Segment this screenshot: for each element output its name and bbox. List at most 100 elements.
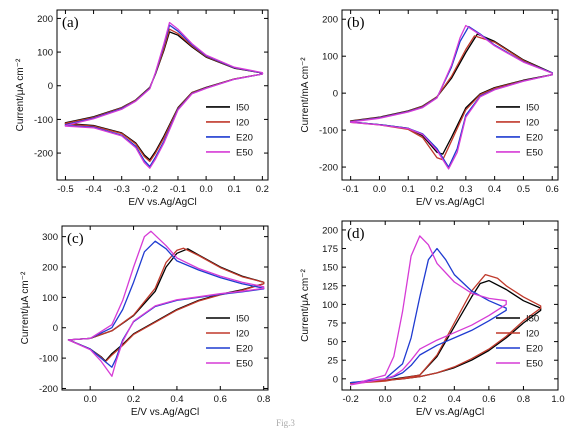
series-line-e50 (349, 24, 553, 170)
y-tick-label: -100 (319, 126, 338, 137)
panel-label: (a) (62, 15, 79, 31)
legend-label-e50: E50 (236, 147, 253, 158)
x-tick-label: 0.3 (459, 184, 472, 195)
x-tick-label: 0.0 (199, 184, 212, 195)
y-tick-label: -200 (319, 163, 338, 174)
x-axis-title: E/V vs.Ag/AgCl (128, 197, 196, 208)
legend-label-i20: I20 (526, 329, 539, 340)
legend: I50 I20 E20 E50 (206, 102, 253, 158)
legend-label-e50: E50 (236, 359, 253, 370)
legend-label-i50: I50 (526, 102, 539, 113)
series-group (67, 230, 265, 377)
y-axis-title: Current/mA cm⁻² (300, 57, 311, 133)
x-tick-label: 0.6 (214, 394, 227, 405)
chart-panel-1: -0.5 -0.4 -0.3 -0.2 -0.1 0.0 0.1 0.2 -200 -100 0 10… (15, 9, 269, 208)
series-line-e50 (67, 230, 265, 377)
legend: I50 I20 E20 E50 (496, 102, 543, 158)
x-tick-label: -0.3 (114, 184, 130, 195)
series-line-e20 (349, 247, 507, 384)
series-group (349, 24, 553, 170)
series-line-e50 (349, 235, 507, 386)
y-tick-label: 200 (322, 225, 338, 236)
legend-label-i20: I20 (236, 117, 249, 128)
y-tick-label: 100 (42, 293, 58, 304)
x-tick-label: 0.4 (488, 184, 501, 195)
x-tick-label: 0.2 (127, 394, 140, 405)
x-tick-label: 0.0 (373, 184, 386, 195)
panel-label: (c) (67, 231, 84, 247)
x-axis-title: E/V vs.Ag/AgCl (416, 407, 484, 418)
y-tick-label: 300 (42, 232, 58, 243)
y-tick-label: -100 (39, 354, 58, 365)
y-tick-label: 0 (333, 374, 338, 385)
y-tick-label: 0 (48, 81, 53, 92)
x-tick-label: 0.6 (482, 394, 495, 405)
chart-panel-2: -0.1 0.0 0.1 0.2 0.3 0.4 0.5 0.6 -200 -100 0 100 200… (300, 9, 559, 208)
y-axis-title: Current/μA cm⁻² (15, 58, 26, 131)
y-axis-title: Current/μA cm⁻² (300, 268, 311, 341)
x-tick-label: 0.8 (257, 394, 270, 405)
x-tick-label: 1.0 (551, 394, 564, 405)
legend-label-e20: E20 (236, 344, 253, 355)
series-line-e50 (64, 21, 264, 169)
plot-frame (61, 225, 269, 391)
legend-label-e20: E20 (526, 132, 543, 143)
panel-label: (b) (347, 15, 365, 31)
y-tick-label: 200 (322, 15, 338, 26)
y-tick-label: 50 (327, 337, 338, 348)
legend: I50 I20 E20 E50 (206, 314, 253, 370)
y-tick-label: -200 (39, 384, 58, 395)
plot-frame (341, 220, 559, 391)
x-tick-label: -0.1 (170, 184, 186, 195)
legend-label-i50: I50 (236, 102, 249, 113)
x-tick-label: 0.8 (517, 394, 530, 405)
legend-label-e20: E20 (526, 344, 543, 355)
legend-label-e50: E50 (526, 359, 543, 370)
x-axis-title: E/V vs.Ag/AgCl (416, 197, 484, 208)
y-tick-label: 200 (37, 14, 53, 25)
y-tick-label: 125 (322, 281, 338, 292)
figure-caption: Fig.3 (276, 418, 295, 428)
series-line-i20 (349, 35, 553, 161)
series-group (64, 21, 264, 169)
legend-label-i20: I20 (236, 329, 249, 340)
y-tick-label: 100 (322, 52, 338, 63)
series-line-i50 (349, 33, 553, 155)
series-line-e20 (349, 25, 553, 168)
legend-label-e20: E20 (236, 132, 253, 143)
x-tick-label: 0.6 (546, 184, 559, 195)
legend-label-i50: I50 (236, 314, 249, 325)
series-line-i20 (67, 247, 265, 363)
x-tick-label: 0.0 (84, 394, 97, 405)
series-line-i50 (67, 248, 265, 362)
chart-panel-4: -0.2 0.0 0.2 0.4 0.6 0.8 1.0 0 25 50 75 100 125 150 17… (300, 220, 565, 418)
series-line-e20 (67, 240, 265, 368)
y-tick-label: -200 (34, 149, 53, 160)
y-tick-label: 75 (327, 318, 338, 329)
legend: I50 I20 E20 E50 (496, 314, 543, 370)
x-tick-label: 0.5 (517, 184, 530, 195)
y-tick-label: 100 (37, 48, 53, 59)
x-tick-label: -0.4 (85, 184, 101, 195)
legend-label-e50: E50 (526, 147, 543, 158)
x-tick-label: -0.1 (342, 184, 358, 195)
y-tick-label: 200 (42, 263, 58, 274)
x-tick-label: 0.2 (430, 184, 443, 195)
y-tick-label: 25 (327, 356, 338, 367)
y-tick-label: 100 (322, 300, 338, 311)
series-line-e20 (64, 24, 264, 168)
x-tick-label: 0.1 (402, 184, 415, 195)
x-tick-label: 0.1 (228, 184, 241, 195)
y-tick-label: 0 (333, 89, 338, 100)
y-tick-label: 0 (53, 323, 58, 334)
x-tick-label: 0.4 (170, 394, 183, 405)
series-group (349, 235, 542, 386)
legend-label-i50: I50 (526, 314, 539, 325)
x-tick-label: 0.4 (448, 394, 461, 405)
x-tick-label: 0.0 (379, 394, 392, 405)
y-tick-label: 150 (322, 263, 338, 274)
x-tick-label: -0.5 (57, 184, 73, 195)
x-tick-label: 0.2 (256, 184, 269, 195)
chart-panel-3: 0.0 0.2 0.4 0.6 0.8 -200 -100 0 100 200 300 E/V vs.… (20, 225, 270, 418)
x-tick-label: 0.2 (413, 394, 426, 405)
